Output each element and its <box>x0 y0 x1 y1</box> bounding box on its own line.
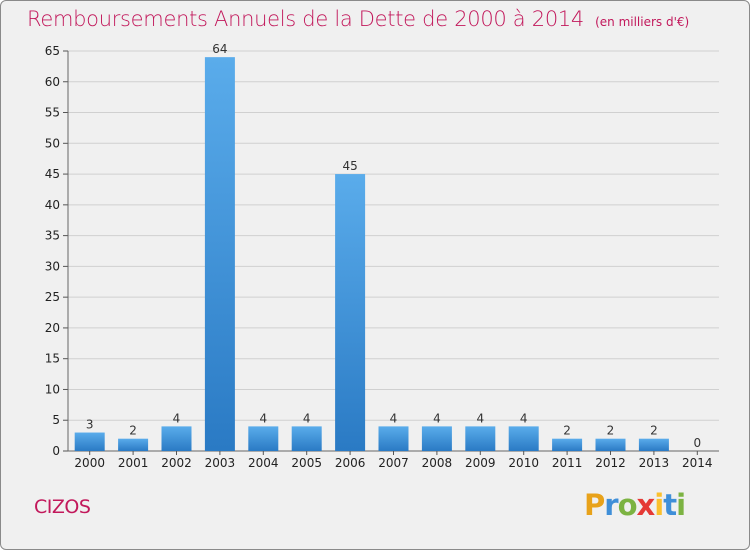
value-label-2007: 4 <box>390 411 398 425</box>
x-tick-label-2009: 2009 <box>465 456 496 470</box>
y-tick-label: 20 <box>45 321 60 335</box>
x-tick-label-2000: 2000 <box>74 456 105 470</box>
logo-letter: i <box>676 488 686 522</box>
logo-letter: i <box>654 488 664 522</box>
bar-2000 <box>74 432 105 451</box>
value-label-2006: 45 <box>342 159 357 173</box>
logo-letter: r <box>604 488 618 522</box>
y-tick-label: 25 <box>45 290 60 304</box>
value-label-2008: 4 <box>433 411 441 425</box>
chart-title: Remboursements Annuels de la Dette de 20… <box>27 7 689 31</box>
bar-2007 <box>378 426 409 451</box>
x-tick-label-2006: 2006 <box>335 456 366 470</box>
y-tick-label: 40 <box>45 198 60 212</box>
x-tick-label-2007: 2007 <box>378 456 409 470</box>
x-tick-label-2011: 2011 <box>552 456 583 470</box>
proxiti-logo: Proxiti <box>584 488 686 522</box>
x-tick-label-2002: 2002 <box>161 456 192 470</box>
bar-2006 <box>335 174 366 452</box>
value-label-2003: 64 <box>212 42 227 56</box>
y-tick-label: 0 <box>52 444 60 458</box>
x-tick-label-2004: 2004 <box>248 456 279 470</box>
bar-2009 <box>465 426 496 451</box>
y-tick-label: 5 <box>52 413 60 427</box>
bar-2003 <box>204 57 235 452</box>
logo-letter: o <box>617 488 638 522</box>
x-tick-label-2001: 2001 <box>118 456 149 470</box>
value-label-2012: 2 <box>607 424 615 438</box>
y-tick-label: 30 <box>45 259 60 273</box>
value-label-2004: 4 <box>259 411 267 425</box>
y-tick-label: 55 <box>45 106 60 120</box>
y-tick-label: 10 <box>45 382 60 396</box>
value-label-2001: 2 <box>129 424 137 438</box>
x-tick-label-2012: 2012 <box>595 456 626 470</box>
logo-letter: t <box>663 488 677 522</box>
bar-2012 <box>595 438 626 451</box>
value-label-2013: 2 <box>650 424 658 438</box>
value-label-2002: 4 <box>173 411 181 425</box>
value-label-2005: 4 <box>303 411 311 425</box>
chart-title-text: Remboursements Annuels de la Dette de 20… <box>27 7 584 31</box>
value-label-2009: 4 <box>476 411 484 425</box>
bar-2005 <box>291 426 322 451</box>
y-tick-label: 15 <box>45 352 60 366</box>
x-tick-label-2010: 2010 <box>508 456 539 470</box>
commune-name: CIZOS <box>34 496 91 518</box>
bar-2001 <box>118 438 149 451</box>
bar-2002 <box>161 426 192 451</box>
chart-subtitle: (en milliers d'€) <box>595 15 690 29</box>
x-tick-label-2013: 2013 <box>639 456 670 470</box>
value-label-2011: 2 <box>563 424 571 438</box>
x-tick-label-2005: 2005 <box>291 456 322 470</box>
bar-2008 <box>421 426 452 451</box>
y-tick-label: 35 <box>45 229 60 243</box>
value-label-2014: 0 <box>693 436 701 450</box>
value-label-2010: 4 <box>520 411 528 425</box>
y-tick-label: 45 <box>45 167 60 181</box>
y-tick-label: 60 <box>45 75 60 89</box>
x-tick-label-2003: 2003 <box>205 456 236 470</box>
logo-letter: x <box>636 488 656 522</box>
x-tick-label-2014: 2014 <box>682 456 713 470</box>
bar-2010 <box>508 426 539 451</box>
value-label-2000: 3 <box>86 418 94 432</box>
bar-2004 <box>248 426 279 451</box>
bar-2011 <box>552 438 583 451</box>
logo-letter: P <box>584 488 605 522</box>
bar-2013 <box>638 438 669 451</box>
x-tick-label-2008: 2008 <box>422 456 453 470</box>
y-tick-label: 65 <box>45 44 60 58</box>
y-tick-label: 50 <box>45 136 60 150</box>
